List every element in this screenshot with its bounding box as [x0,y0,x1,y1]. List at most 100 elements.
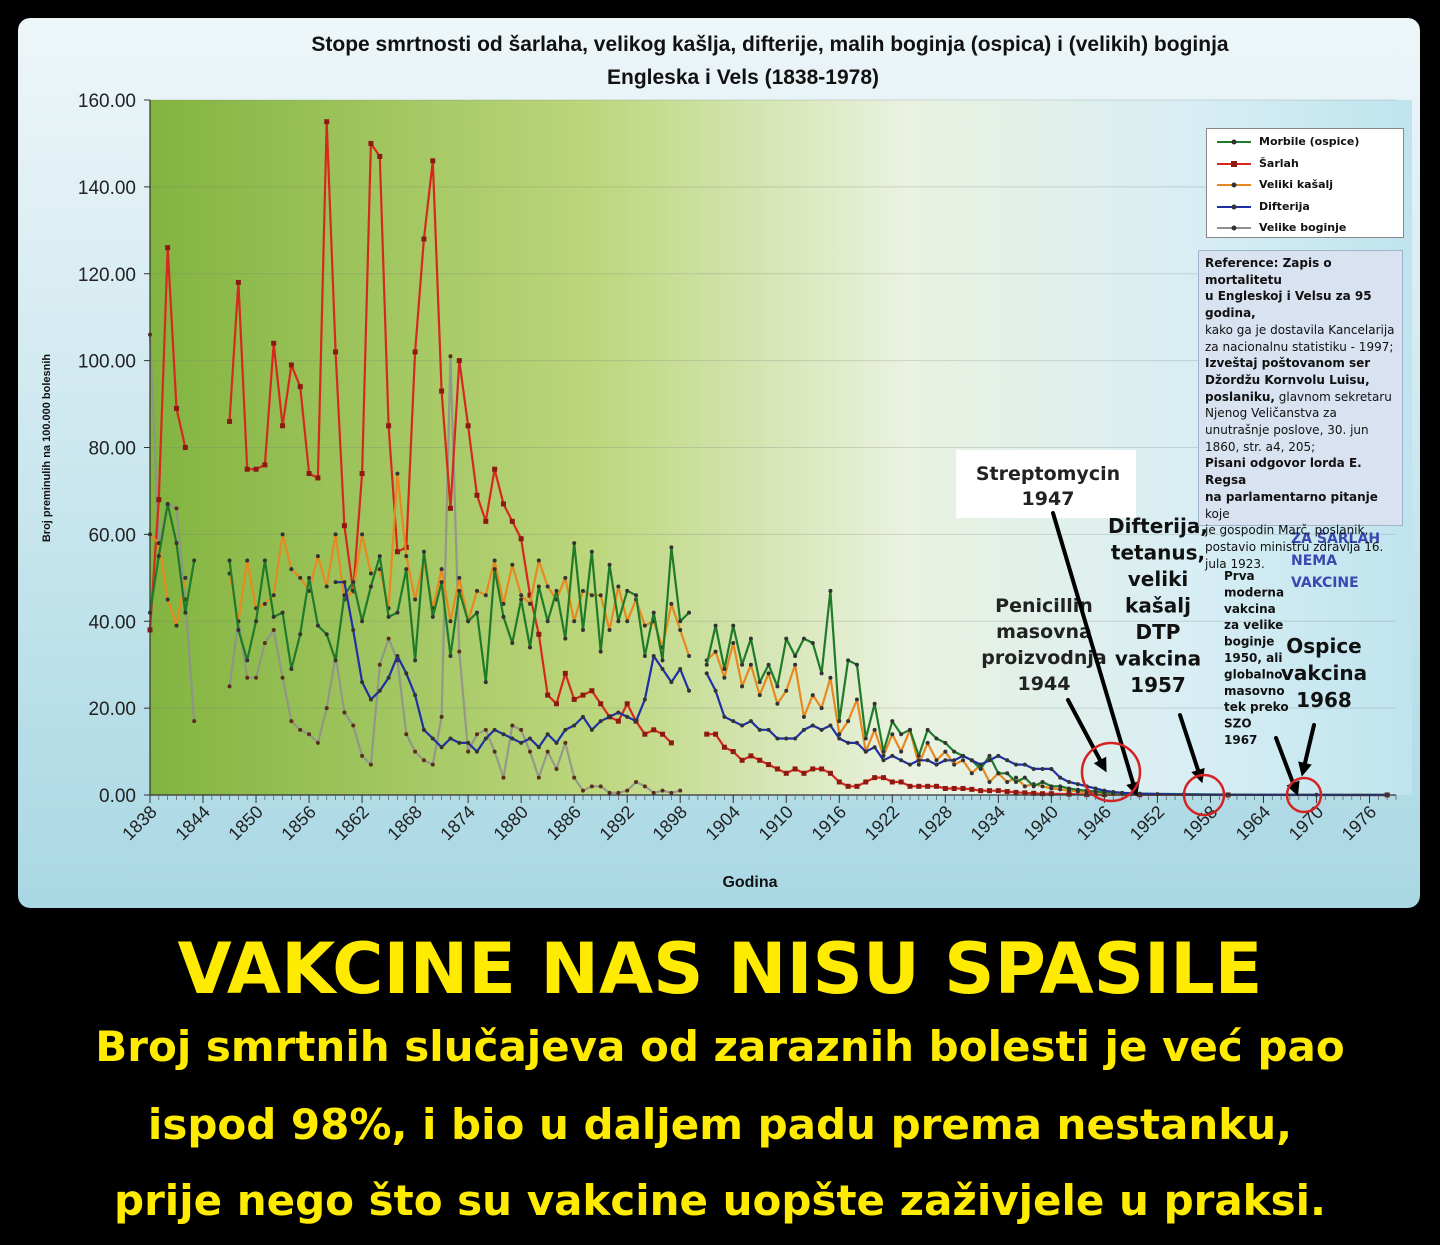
data-point [510,723,515,728]
data-point [836,779,842,785]
ref-line: u Engleskoj i Velsu za 95 godina, [1205,289,1372,321]
data-point [952,749,957,754]
data-point [943,749,948,754]
data-point [563,727,568,732]
reference-box: Reference: Zapis o mortalitetu u Englesk… [1198,250,1403,571]
data-point [607,714,612,719]
data-point [518,536,524,542]
data-point [775,701,780,706]
y-tick-label: 160.00 [78,91,136,112]
data-point [315,475,321,481]
data-point [271,627,276,632]
data-point [254,675,259,680]
data-point [678,667,683,672]
data-point [899,758,904,763]
data-point [598,719,603,724]
data-point [351,723,356,728]
data-point [254,619,259,624]
subtext-line-2: ispod 98%, i bio u daljem padu prema nes… [147,1100,1293,1149]
data-point [333,580,338,585]
streptomycin-box [956,450,1136,518]
data-point [262,640,267,645]
annotation-line: globalno [1224,667,1283,681]
data-point [545,749,550,754]
data-point [1040,766,1045,771]
data-point [500,501,506,507]
data-point [342,593,347,598]
data-point [722,714,727,719]
data-point [837,736,842,741]
data-point [899,749,904,754]
data-point [280,423,286,429]
data-point [819,706,824,711]
annotation-line: tek preko [1224,700,1289,714]
data-point [563,575,568,580]
data-point [748,636,753,641]
annotation-line: 1957 [1130,673,1186,697]
data-point [439,745,444,750]
data-point [492,749,497,754]
data-point [386,636,391,641]
data-point [510,640,515,645]
arrow [1274,736,1295,785]
data-point [545,584,550,589]
data-point [457,575,462,580]
data-point [245,558,250,563]
annotation-line: kašalj [1125,594,1191,618]
data-point [775,684,780,689]
data-point [907,762,912,767]
data-point [501,775,506,780]
annotation-line: VAKCINE [1291,575,1359,591]
data-point [775,736,780,741]
annotation-penicillin: Penicillin masovna proizvodnja 1944 [981,595,1107,695]
annotation-line: DTP [1136,620,1181,644]
data-point [413,749,418,754]
data-point [819,671,824,676]
data-point [377,153,383,159]
data-point [572,775,577,780]
data-point [934,736,939,741]
data-point [527,592,533,598]
data-point [731,719,736,724]
data-point [456,358,462,364]
data-point [890,753,895,758]
data-point [510,736,515,741]
data-point [766,762,772,768]
legend-label: Velike boginje [1259,221,1347,234]
data-point [404,732,409,737]
data-point [572,723,577,728]
data-point [421,727,426,732]
data-point [854,740,859,745]
data-point [757,693,762,698]
data-point [174,506,179,511]
data-point [669,545,674,550]
data-point [925,740,930,745]
data-point [289,719,294,724]
annotation-line: vakcina [1281,661,1367,685]
chart-panel: 0.00 20.00 40.00 60.00 80.00 100.00 120.00 140.… [18,18,1420,908]
annotation-line: Ospice [1286,634,1362,658]
data-point [616,584,621,589]
data-point [625,588,630,593]
data-point [651,790,656,795]
data-point [289,667,294,672]
data-point [519,740,524,745]
annotation-line: proizvodnja [981,647,1107,669]
data-point [474,492,480,498]
data-point [969,786,975,792]
data-point [466,749,471,754]
series-line [705,641,1388,797]
y-tick-label: 0.00 [99,786,136,807]
data-point [183,575,188,580]
data-point [545,619,550,624]
data-point [660,658,665,663]
data-point [324,706,329,711]
ref-line: Pisani odgovor lorda E. Regsa [1205,456,1362,488]
data-point [395,654,400,658]
legend-swatch [1217,204,1251,209]
data-point [651,610,656,615]
data-point [634,593,639,598]
data-point [678,788,683,793]
data-point [298,727,303,732]
data-point [289,567,294,572]
